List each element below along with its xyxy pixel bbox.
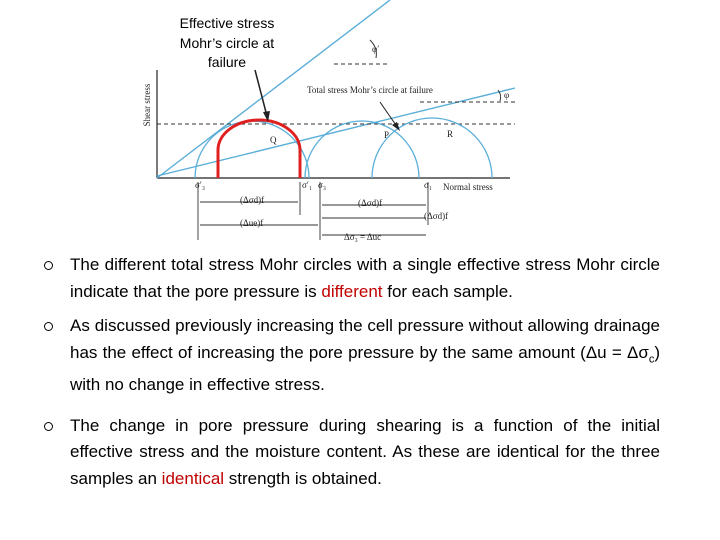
bullet-text: The change in pore pressure during shear… <box>70 415 660 488</box>
bullet-list: The different total stress Mohr circles … <box>40 252 660 500</box>
callout-text: failure <box>208 54 246 70</box>
arrowhead <box>392 122 400 131</box>
effective-circle-highlight <box>216 118 302 178</box>
mohr-diagram: Effective stress Mohr’s circle at failur… <box>142 0 516 242</box>
callout-text: Effective stress <box>180 15 275 31</box>
axis-mark: σ₁ <box>424 180 432 190</box>
bullet-text: identical <box>161 468 225 488</box>
dimension-label: (Δue)f <box>240 218 263 228</box>
circle <box>194 120 310 179</box>
dimension-label: Δσ₃ = Δuc <box>344 232 381 242</box>
bullet-text: As discussed previously increasing the c… <box>70 316 660 362</box>
circle <box>304 120 420 179</box>
bullet-text: different <box>321 281 383 301</box>
callout-text: Mohr’s circle at <box>180 35 275 51</box>
dimension-label: (Δσd)f <box>424 211 448 221</box>
bullet-text: c <box>648 352 655 365</box>
angle-arc <box>369 39 377 59</box>
point-label: P <box>384 130 389 140</box>
arrowhead <box>263 111 270 122</box>
angle-label: φ <box>504 90 509 100</box>
angle-arc <box>497 89 502 102</box>
bullet-text: for each sample. <box>382 281 513 301</box>
bullet-text: Δu = Δσ <box>585 342 649 362</box>
bullet-marker <box>44 322 53 331</box>
circle-label: Total stress Mohr’s circle at failure <box>307 85 433 95</box>
dimension-label: (Δσd)f <box>358 198 382 208</box>
axis-mark: σ₃ <box>318 180 326 190</box>
effective-envelope <box>156 0 391 179</box>
axis-mark: σ′₁ <box>302 180 312 190</box>
bullet-text: ) with no change in effective stress. <box>70 342 660 395</box>
bullet: The change in pore pressure during shear… <box>40 413 660 493</box>
bullet-text: The different total stress Mohr circles … <box>70 255 660 301</box>
x-axis-label: Normal stress <box>443 182 493 192</box>
point-label: R <box>447 129 453 139</box>
circle <box>371 117 493 179</box>
bullet-marker <box>44 261 53 270</box>
axis-mark: σ′₃ <box>195 180 205 190</box>
point-label: Q <box>270 135 277 145</box>
bullet: As discussed previously increasing the c… <box>40 313 660 399</box>
dimension-label: (Δσd)f <box>240 195 264 205</box>
bullet-marker <box>44 421 53 431</box>
total-envelope <box>156 87 516 177</box>
bullet: The different total stress Mohr circles … <box>40 252 660 305</box>
angle-label: φ′ <box>372 44 379 54</box>
y-axis-label: Shear stress <box>142 83 152 126</box>
dimension-lines <box>197 182 429 240</box>
bullet-text: strength is obtained. <box>224 468 382 488</box>
